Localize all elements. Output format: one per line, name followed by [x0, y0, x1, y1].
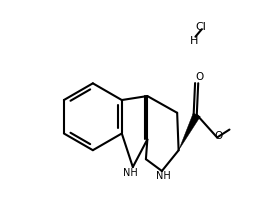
- Polygon shape: [178, 113, 200, 150]
- Text: H: H: [190, 36, 198, 46]
- Text: O: O: [195, 72, 203, 82]
- Text: NH: NH: [123, 168, 138, 178]
- Text: Cl: Cl: [195, 22, 206, 32]
- Text: NH: NH: [156, 171, 171, 181]
- Text: O: O: [215, 131, 223, 141]
